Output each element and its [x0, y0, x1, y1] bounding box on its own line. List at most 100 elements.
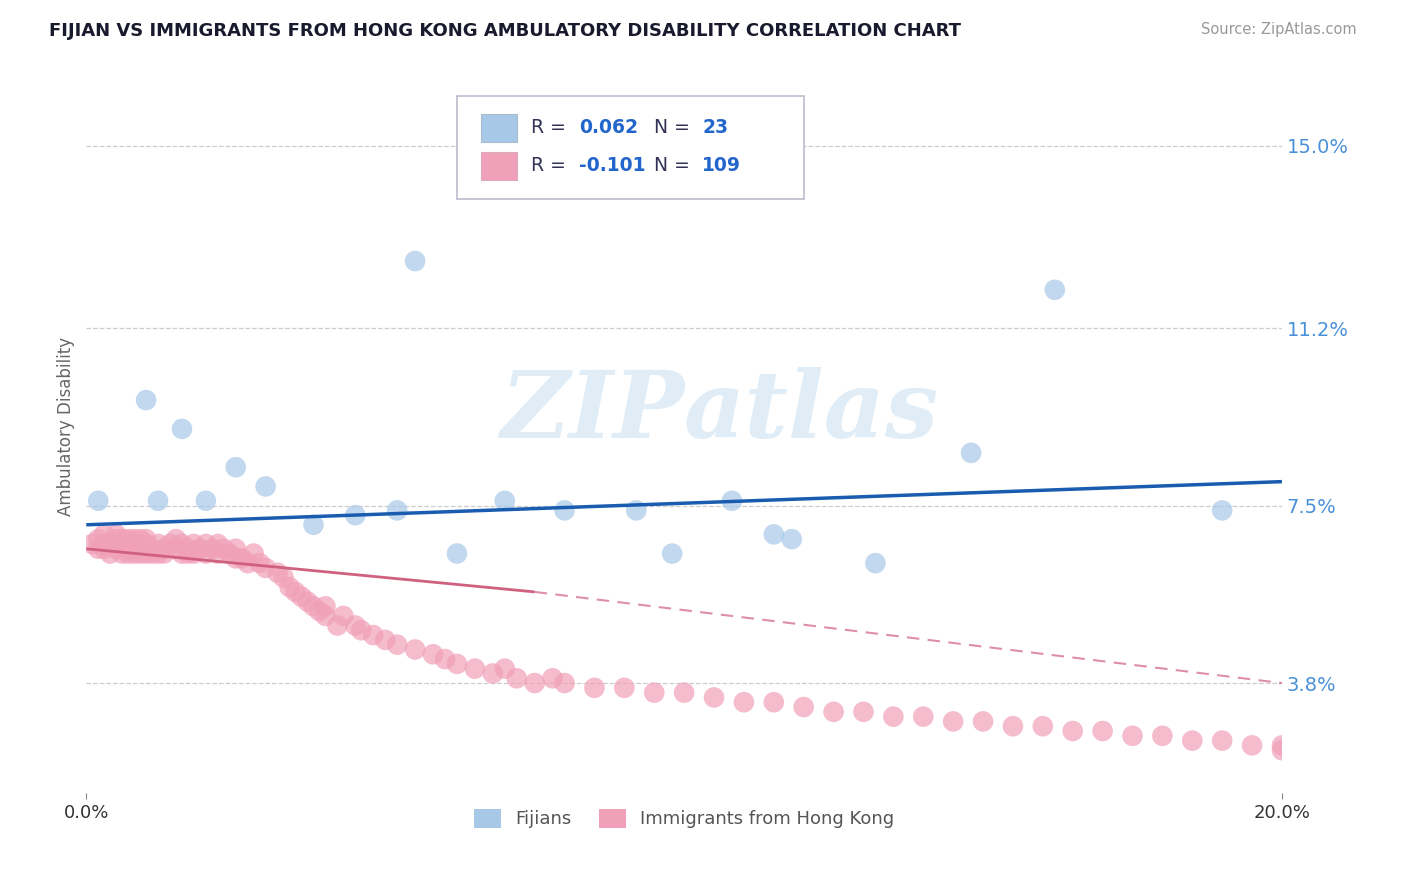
Point [207, 547, 229, 561]
Point [942, 714, 965, 729]
Point [494, 662, 516, 676]
Point [98, 537, 121, 551]
Point [1062, 724, 1084, 739]
Point [554, 503, 576, 517]
Text: -0.101: -0.101 [579, 156, 645, 176]
Point [1121, 729, 1143, 743]
Point [613, 681, 636, 695]
Point [404, 254, 426, 268]
Point [852, 705, 875, 719]
Point [446, 547, 468, 561]
Point [266, 566, 288, 580]
Point [146, 547, 169, 561]
Point [170, 537, 193, 551]
Text: N =: N = [654, 119, 696, 137]
Point [385, 638, 408, 652]
Point [111, 537, 134, 551]
Point [194, 537, 217, 551]
Point [141, 541, 163, 556]
Y-axis label: Ambulatory Disability: Ambulatory Disability [58, 337, 75, 516]
Point [721, 493, 744, 508]
Point [314, 599, 336, 614]
Point [135, 547, 157, 561]
Point [177, 547, 200, 561]
Point [626, 503, 648, 517]
Point [93, 541, 115, 556]
Point [146, 537, 169, 551]
Point [194, 493, 217, 508]
Point [290, 590, 312, 604]
Point [464, 662, 486, 676]
Point [302, 517, 325, 532]
Point [135, 393, 157, 408]
Point [87, 493, 110, 508]
Point [207, 537, 229, 551]
Point [129, 541, 152, 556]
Point [361, 628, 384, 642]
Point [482, 666, 505, 681]
Text: ZIP: ZIP [501, 367, 685, 457]
Point [188, 541, 211, 556]
Point [111, 532, 134, 546]
Point [278, 580, 301, 594]
Point [111, 547, 134, 561]
Point [972, 714, 994, 729]
Point [506, 671, 529, 685]
Point [273, 570, 295, 584]
Point [117, 541, 139, 556]
Text: R =: R = [531, 156, 572, 176]
Point [302, 599, 325, 614]
Point [153, 547, 176, 561]
Point [350, 624, 373, 638]
Text: FIJIAN VS IMMIGRANTS FROM HONG KONG AMBULATORY DISABILITY CORRELATION CHART: FIJIAN VS IMMIGRANTS FROM HONG KONG AMBU… [49, 22, 962, 40]
Point [703, 690, 725, 705]
FancyBboxPatch shape [481, 114, 517, 142]
Point [170, 422, 193, 436]
Point [308, 604, 330, 618]
Point [1271, 739, 1294, 753]
Point [98, 547, 121, 561]
Point [284, 585, 307, 599]
Point [1091, 724, 1114, 739]
Text: 109: 109 [702, 156, 741, 176]
Point [661, 547, 683, 561]
Point [212, 541, 235, 556]
Point [105, 527, 128, 541]
Point [183, 547, 205, 561]
Point [1271, 743, 1294, 757]
Point [159, 537, 181, 551]
Point [122, 547, 145, 561]
Point [793, 700, 815, 714]
Point [344, 508, 367, 523]
Legend: Fijians, Immigrants from Hong Kong: Fijians, Immigrants from Hong Kong [467, 802, 901, 836]
Point [912, 709, 935, 723]
Point [446, 657, 468, 671]
Point [433, 652, 456, 666]
Point [249, 556, 271, 570]
Point [1211, 503, 1233, 517]
Point [93, 527, 115, 541]
Point [1043, 283, 1066, 297]
Point [762, 695, 785, 709]
Point [93, 537, 115, 551]
Point [105, 541, 128, 556]
Point [1211, 733, 1233, 747]
Point [554, 676, 576, 690]
Point [129, 547, 152, 561]
Point [87, 532, 110, 546]
Point [146, 493, 169, 508]
Point [218, 547, 240, 561]
Point [762, 527, 785, 541]
Point [117, 532, 139, 546]
Point [225, 551, 247, 566]
Point [117, 547, 139, 561]
Point [82, 537, 104, 551]
Point [170, 547, 193, 561]
FancyBboxPatch shape [457, 96, 804, 199]
Point [1241, 739, 1264, 753]
Point [494, 493, 516, 508]
Point [326, 618, 349, 632]
Point [385, 503, 408, 517]
Point [297, 594, 319, 608]
Point [960, 446, 983, 460]
